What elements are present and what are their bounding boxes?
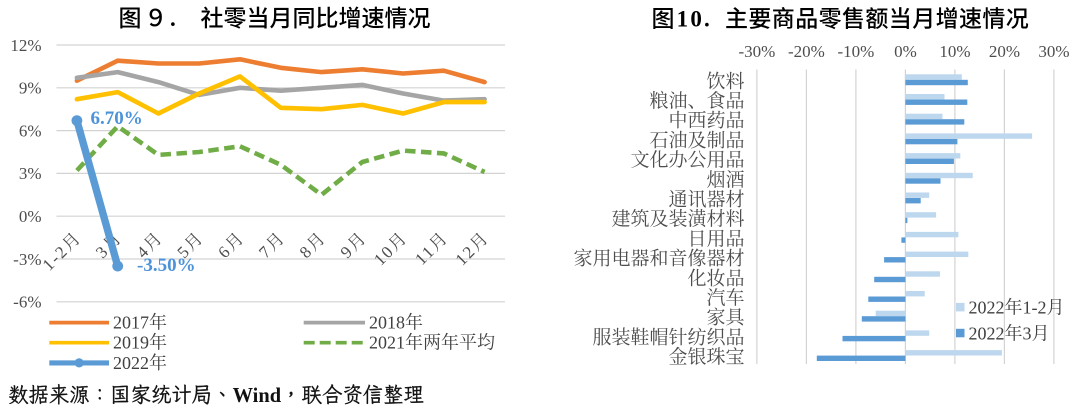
svg-text:30%: 30% [1038,42,1069,61]
svg-text:家具: 家具 [706,307,745,329]
svg-text:建筑及装潢材料: 建筑及装潢材料 [611,208,744,230]
svg-text:2017年: 2017年 [113,312,167,333]
svg-text:家用电器和音像器材: 家用电器和音像器材 [573,248,744,270]
svg-text:-6%: -6% [13,293,41,312]
svg-text:3%: 3% [19,164,42,183]
svg-text:烟酒: 烟酒 [706,169,744,191]
svg-text:6.70%: 6.70% [91,108,143,129]
svg-text:0%: 0% [894,42,917,61]
svg-text:数据来源：国家统计局、Wind，联合资信整理: 数据来源：国家统计局、Wind，联合资信整理 [8,383,424,407]
svg-text:主要商品零售额当月增速情况: 主要商品零售额当月增速情况 [725,7,1029,32]
svg-text:2021年两年平均: 2021年两年平均 [369,332,495,353]
svg-text:图９.: 图９. [119,6,176,31]
svg-text:粮油、食品: 粮油、食品 [649,90,744,112]
svg-text:2022年: 2022年 [113,352,167,373]
svg-text:-3%: -3% [13,250,41,269]
svg-text:服装鞋帽针纺织品: 服装鞋帽针纺织品 [592,326,744,348]
svg-text:-30%: -30% [738,42,775,61]
svg-text:20%: 20% [989,42,1020,61]
svg-text:2022年3月: 2022年3月 [969,323,1050,344]
svg-text:文化办公用品: 文化办公用品 [630,149,744,171]
svg-text:石油及制品: 石油及制品 [649,129,744,151]
svg-text:2019年: 2019年 [113,332,167,353]
svg-text:通讯器材: 通讯器材 [668,189,744,211]
svg-text:9%: 9% [19,79,42,98]
svg-text:中西药品: 中西药品 [668,110,744,132]
svg-text:10%: 10% [939,42,970,61]
svg-text:社零当月同比增速情况: 社零当月同比增速情况 [201,6,431,31]
svg-text:-20%: -20% [788,42,825,61]
svg-text:12%: 12% [10,36,41,55]
svg-text:金银珠宝: 金银珠宝 [668,346,744,368]
svg-text:汽车: 汽车 [706,287,744,309]
svg-text:日用品: 日用品 [687,228,744,250]
svg-text:-3.50%: -3.50% [137,255,196,276]
svg-text:0%: 0% [19,207,42,226]
svg-text:2022年1-2月: 2022年1-2月 [969,297,1065,318]
svg-text:-10%: -10% [837,42,874,61]
svg-text:6%: 6% [19,121,42,140]
svg-text:化妆品: 化妆品 [687,267,744,289]
svg-text:饮料: 饮料 [706,70,744,92]
svg-text:图10.: 图10. [652,7,710,32]
svg-text:2018年: 2018年 [369,312,423,333]
